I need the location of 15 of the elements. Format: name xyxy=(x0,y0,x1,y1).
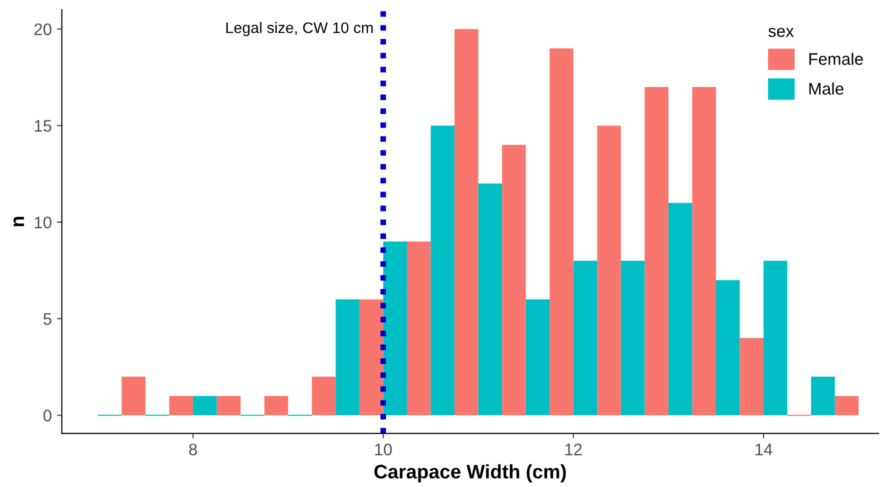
y-tick-label: 0 xyxy=(43,410,52,422)
y-tick-label: 10 xyxy=(34,216,52,228)
x-tick-label: 10 xyxy=(375,444,392,456)
y-tick-label: 15 xyxy=(34,120,52,132)
x-tick-label: 14 xyxy=(756,444,772,456)
x-axis-title: Carapace Width (cm) xyxy=(374,464,566,482)
legend-label: Female xyxy=(809,52,863,65)
y-tick-label: 20 xyxy=(34,23,52,36)
legend-title: sex xyxy=(768,28,794,37)
y-axis-title: n xyxy=(13,216,24,226)
x-tick-label: 12 xyxy=(565,444,582,456)
ref-line-label: Legal size, CW 10 cm xyxy=(226,22,373,36)
legend-label: Male xyxy=(809,82,844,95)
y-tick-label: 5 xyxy=(43,313,52,325)
x-tick-label: 8 xyxy=(189,444,197,456)
